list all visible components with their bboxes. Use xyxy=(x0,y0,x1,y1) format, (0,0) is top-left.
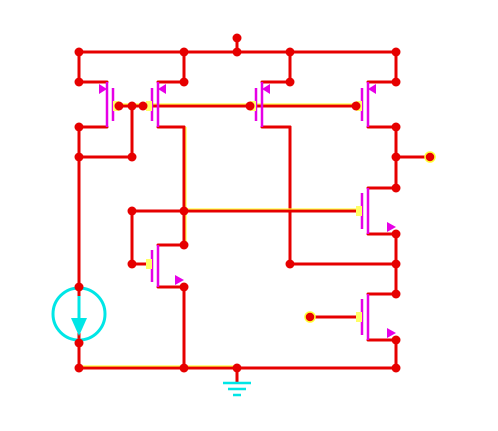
node-bias-right[interactable] xyxy=(127,152,137,162)
ground-icon xyxy=(223,381,251,397)
node-rail-right[interactable] xyxy=(391,47,401,57)
node-nmos3-drain[interactable] xyxy=(391,289,401,299)
node-rail-left[interactable] xyxy=(74,47,84,57)
node-nmos1-drain[interactable] xyxy=(179,240,189,250)
junction-node-layer xyxy=(74,33,401,373)
nmos-transistor-2 xyxy=(356,188,396,234)
node-pmos4-drain[interactable] xyxy=(391,122,401,132)
terminal-node-layer xyxy=(304,151,436,323)
pmos1-arrow-icon xyxy=(99,84,107,94)
node-pmos2-source[interactable] xyxy=(179,77,189,87)
node-mid-left[interactable] xyxy=(285,259,295,269)
node-nmos1-source[interactable] xyxy=(179,282,189,292)
node-nmos2-drain[interactable] xyxy=(391,183,401,193)
pmos2-gate-pad xyxy=(146,101,152,111)
node-ground-center[interactable] xyxy=(232,363,242,373)
node-pmos1-source[interactable] xyxy=(74,77,84,87)
node-pmos1-drain[interactable] xyxy=(74,122,84,132)
output-terminal[interactable] xyxy=(424,151,436,163)
nmos2-arrow-icon xyxy=(387,222,396,232)
node-isrc-bottom[interactable] xyxy=(74,338,84,348)
node-vdd[interactable] xyxy=(232,33,242,43)
node-cmfb-left[interactable] xyxy=(127,206,137,216)
nmos-transistor-1 xyxy=(146,245,184,287)
node-pmos4-source[interactable] xyxy=(391,77,401,87)
node-gate-bus-left[interactable] xyxy=(114,101,124,111)
node-isrc-top[interactable] xyxy=(74,282,84,292)
node-gate-bus-4[interactable] xyxy=(245,101,255,111)
node-pmos3-source[interactable] xyxy=(285,77,295,87)
nmos1-gate-pad xyxy=(146,259,152,269)
nmos3-gate-pad xyxy=(356,312,362,322)
node-cmfb-mid[interactable] xyxy=(179,206,189,216)
pmos4-arrow-icon xyxy=(368,84,376,94)
node-gate-bus-right[interactable] xyxy=(351,101,361,111)
pmos3-arrow-icon xyxy=(262,84,270,94)
node-ground-right[interactable] xyxy=(391,363,401,373)
node-bias-left[interactable] xyxy=(74,152,84,162)
node-nmos2-source[interactable] xyxy=(391,229,401,239)
pmos2-arrow-icon xyxy=(158,84,166,94)
node-mid-right[interactable] xyxy=(391,259,401,269)
node-output[interactable] xyxy=(391,152,401,162)
node-rail-2[interactable] xyxy=(179,47,189,57)
node-rail-3[interactable] xyxy=(285,47,295,57)
pmos-transistor-2 xyxy=(146,82,166,127)
nmos1-arrow-icon xyxy=(175,275,184,285)
node-vdd-rail-center[interactable] xyxy=(232,47,242,57)
node-ground-left[interactable] xyxy=(74,363,84,373)
current-source-arrow-icon xyxy=(71,318,87,336)
nmos2-gate-pad xyxy=(356,206,362,216)
nmos-transistor-3 xyxy=(356,294,396,340)
node-ground-2[interactable] xyxy=(179,363,189,373)
node-gate-bus-2[interactable] xyxy=(127,101,137,111)
input-terminal[interactable] xyxy=(304,311,316,323)
node-nmos3-source[interactable] xyxy=(391,335,401,345)
node-nmos1-gate[interactable] xyxy=(127,259,137,269)
nmos3-arrow-icon xyxy=(387,328,396,338)
node-gate-bus-3[interactable] xyxy=(138,101,148,111)
